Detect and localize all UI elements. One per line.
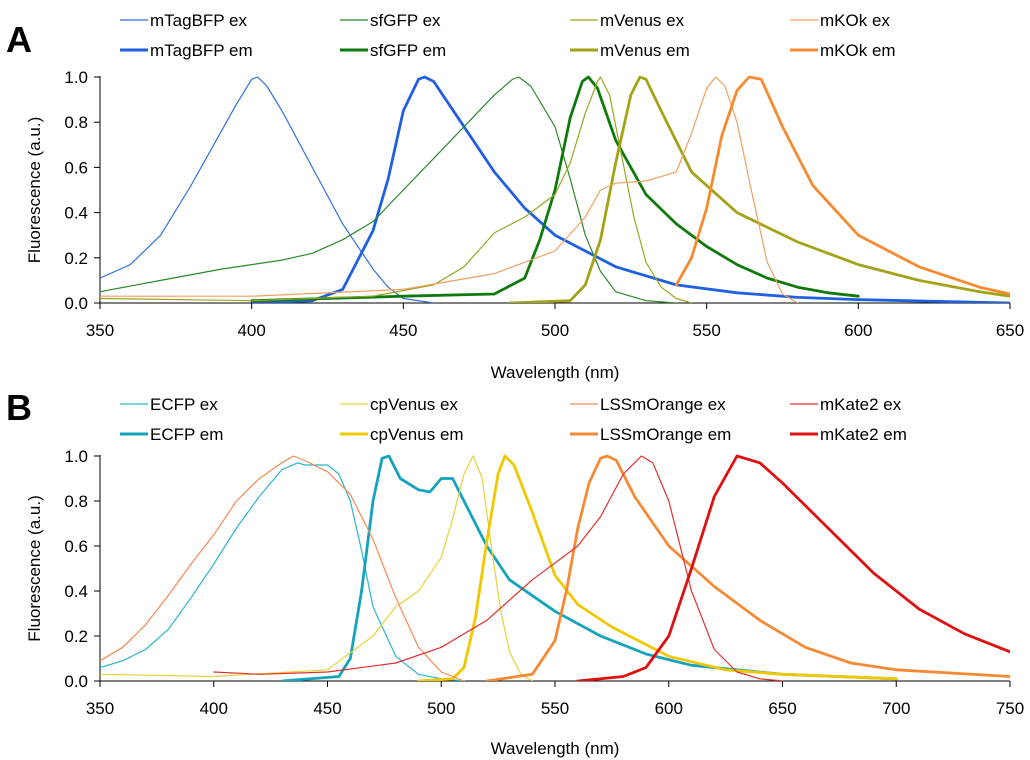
legend-label: mKOk em <box>820 41 896 60</box>
x-tick-label: 550 <box>541 699 569 718</box>
series-line-mvenus-ex <box>100 76 693 303</box>
legend-label: sfGFP em <box>370 41 446 60</box>
series-line-mtagbfp-em <box>250 75 1010 303</box>
legend-label: ECFP em <box>150 425 223 444</box>
y-tick-label: 0.0 <box>64 294 88 313</box>
x-tick-label: 450 <box>389 321 417 340</box>
series-line-mkok-ex <box>100 76 799 303</box>
x-tick-label: 450 <box>313 699 341 718</box>
x-tick-label: 600 <box>655 699 683 718</box>
legend-label: mVenus ex <box>600 11 685 30</box>
x-tick-label: 650 <box>996 321 1024 340</box>
legend-label: mTagBFP em <box>150 41 253 60</box>
panel-label: B <box>6 387 32 428</box>
series-line-lssmorange-em <box>485 454 1010 681</box>
series-line-lssmorange-ex <box>100 455 465 681</box>
panel-label: A <box>6 19 32 60</box>
x-tick-label: 650 <box>768 699 796 718</box>
legend-label: mKOk ex <box>820 11 890 30</box>
y-tick-label: 0.0 <box>64 672 88 691</box>
x-axis-title: Wavelength (nm) <box>491 363 620 382</box>
x-tick-label: 700 <box>882 699 910 718</box>
legend-label: mTagBFP ex <box>150 11 248 30</box>
legend-label: mVenus em <box>600 41 690 60</box>
legend-label: LSSmOrange ex <box>600 395 726 414</box>
y-tick-label: 0.8 <box>64 113 88 132</box>
series-line-cpvenus-em <box>417 454 898 681</box>
x-tick-label: 550 <box>692 321 720 340</box>
y-tick-label: 0.2 <box>64 249 88 268</box>
legend-label: mKate2 em <box>820 425 907 444</box>
x-tick-label: 350 <box>86 699 114 718</box>
y-tick-label: 0.6 <box>64 537 88 556</box>
legend-label: LSSmOrange em <box>600 425 731 444</box>
series-line-cpvenus-ex <box>100 455 533 681</box>
y-tick-label: 1.0 <box>64 447 88 466</box>
y-tick-label: 0.4 <box>64 204 88 223</box>
y-tick-label: 0.6 <box>64 158 88 177</box>
x-tick-label: 750 <box>996 699 1024 718</box>
x-tick-label: 500 <box>541 321 569 340</box>
y-tick-label: 0.2 <box>64 627 88 646</box>
legend-label: cpVenus ex <box>370 395 458 414</box>
series-line-mkok-em <box>674 75 1010 296</box>
y-axis-title: Fluorescence (a.u.) <box>25 117 44 263</box>
x-tick-label: 400 <box>237 321 265 340</box>
panel-b: B 350 400 450 500 550 600 650 700 750 0.0 0.2 0.4 0.6… <box>6 387 1024 758</box>
series-line-mkate2-ex <box>213 455 784 681</box>
y-tick-label: 0.4 <box>64 582 88 601</box>
y-tick-label: 0.8 <box>64 492 88 511</box>
legend-label: mKate2 ex <box>820 395 902 414</box>
legend-label: cpVenus em <box>370 425 464 444</box>
series-line-mvenus-em <box>508 75 1010 303</box>
x-axis-title: Wavelength (nm) <box>491 739 620 758</box>
x-tick-label: 400 <box>200 699 228 718</box>
x-tick-label: 500 <box>427 699 455 718</box>
series-line-sfgfp-em <box>250 75 860 303</box>
legend-label: sfGFP ex <box>370 11 441 30</box>
x-tick-label: 350 <box>86 321 114 340</box>
series-line-ecfp-ex <box>100 462 465 681</box>
panel-a: A 350 400 450 500 550 600 650 0.0 0.2 0.4 0.6 0.8 1.0… <box>6 11 1024 382</box>
series-line-sfgfp-ex <box>100 76 677 303</box>
y-axis-title: Fluorescence (a.u.) <box>25 495 44 641</box>
legend-label: ECFP ex <box>150 395 218 414</box>
series-line-mtagbfp-ex <box>100 76 435 303</box>
series-line-mkate2-em <box>576 454 1010 681</box>
x-tick-label: 600 <box>844 321 872 340</box>
y-tick-label: 1.0 <box>64 68 88 87</box>
series-line-ecfp-em <box>280 454 898 681</box>
